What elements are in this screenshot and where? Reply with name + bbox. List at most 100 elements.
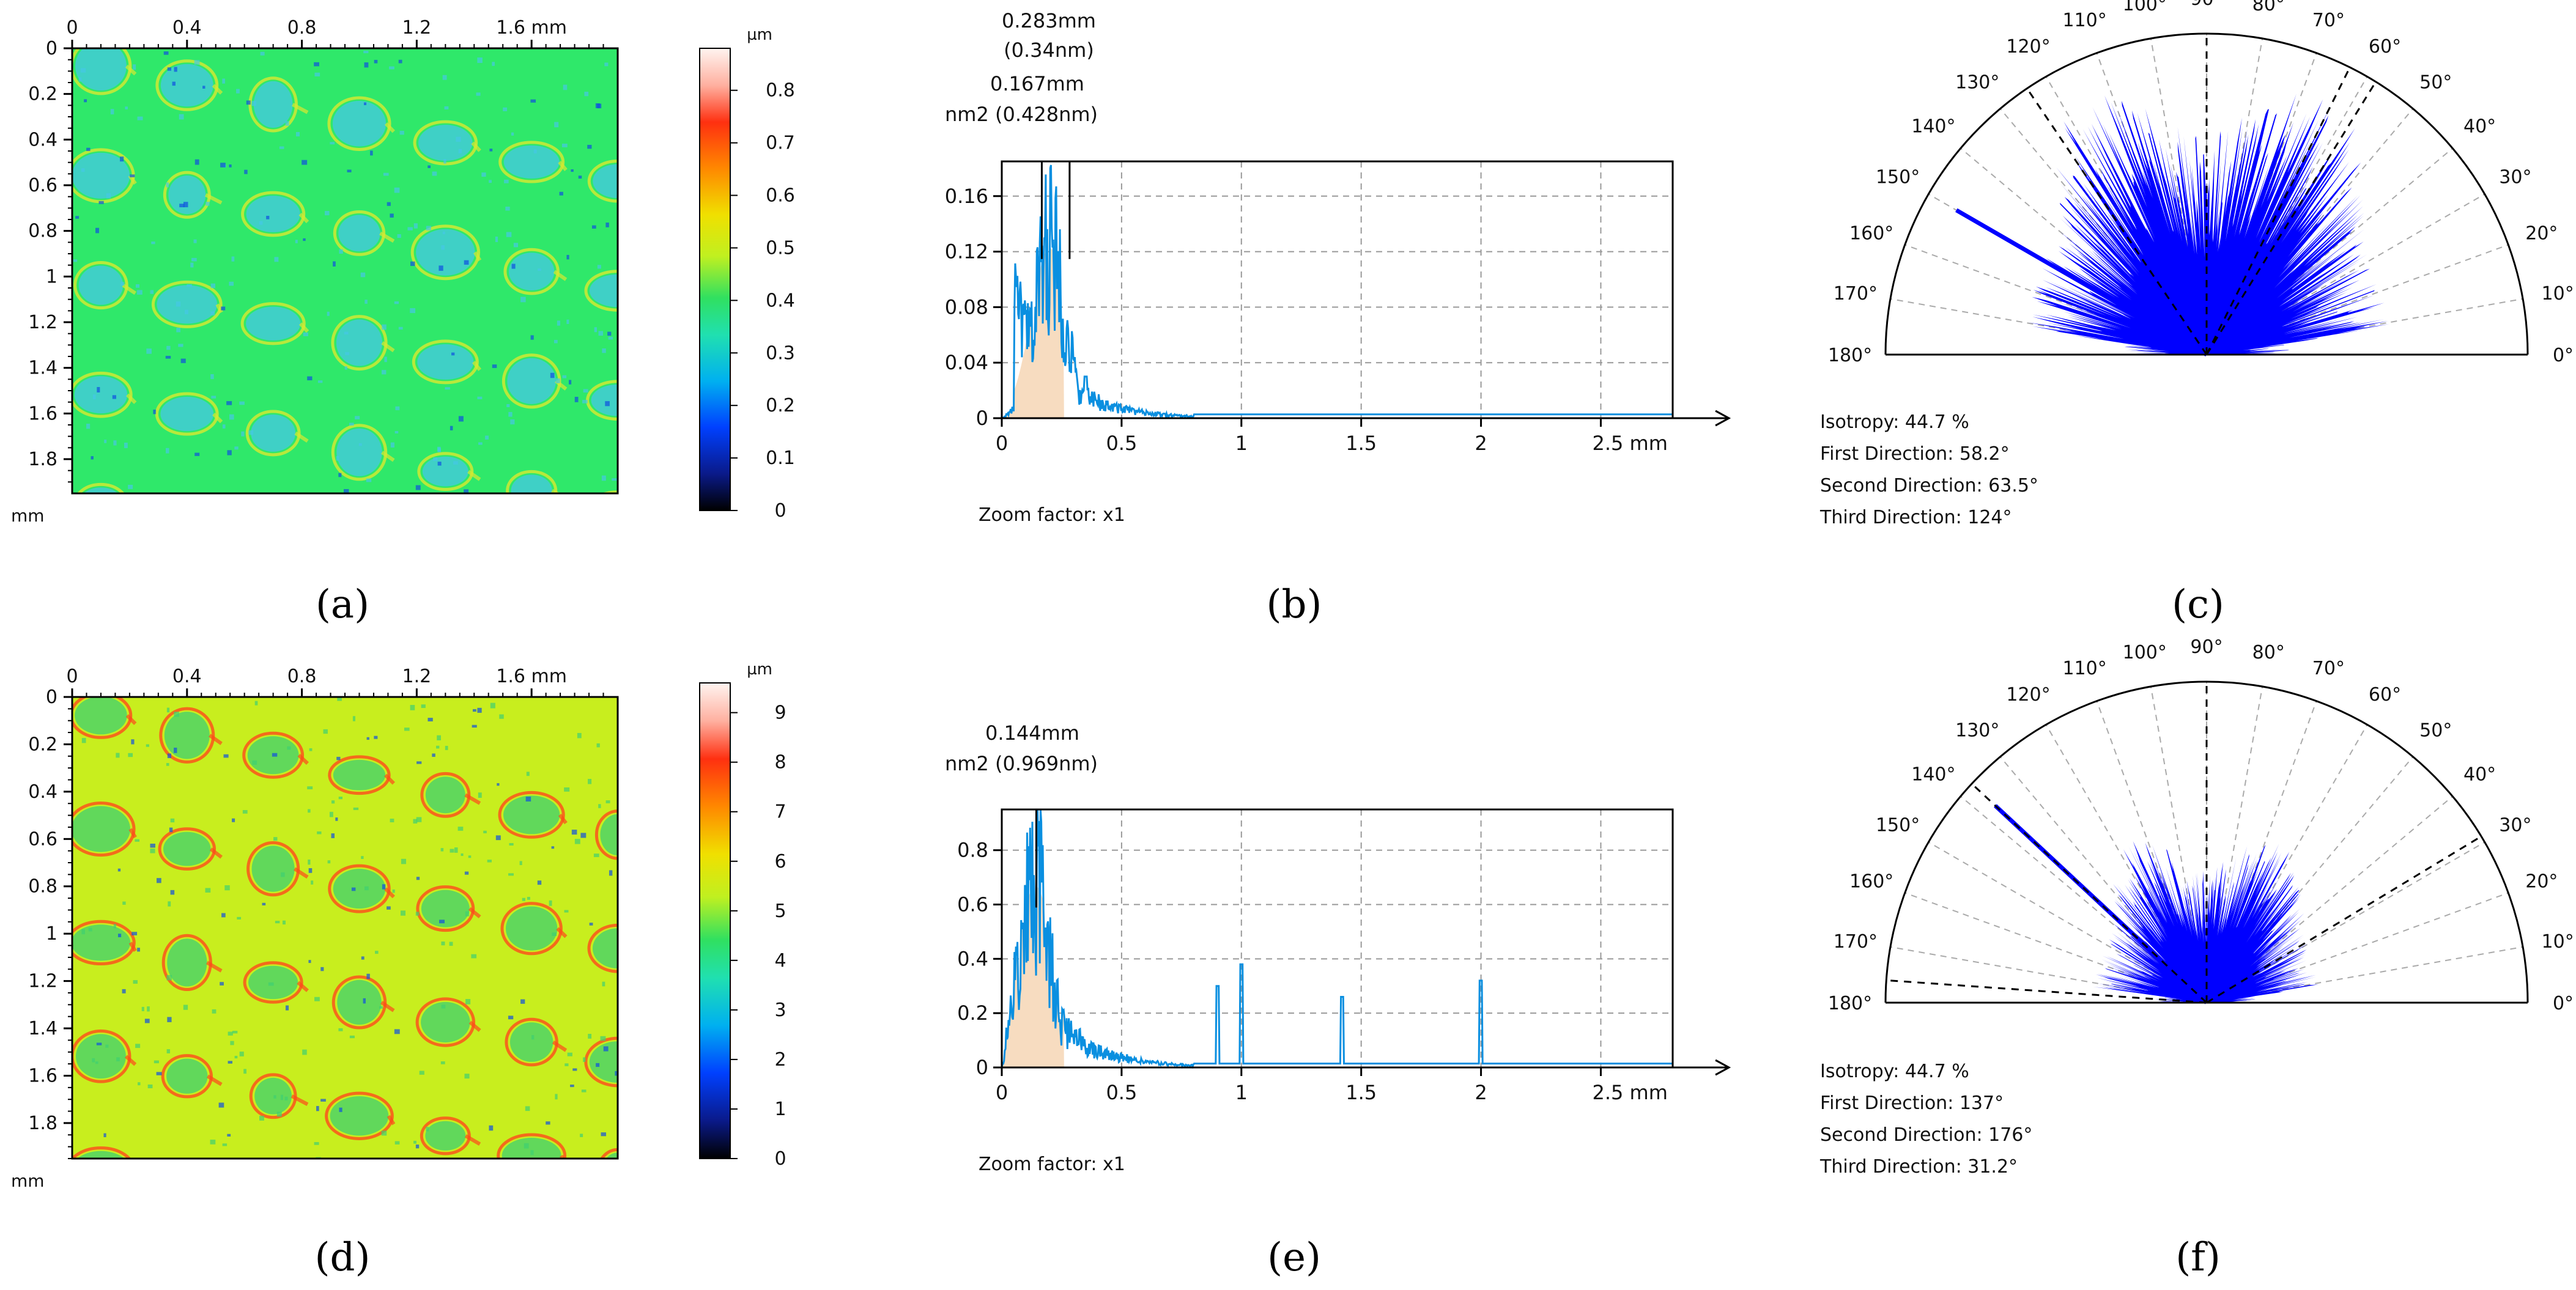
speckle (442, 231, 445, 235)
ridge-line (212, 84, 223, 95)
y-tick-label: 0.08 (945, 295, 988, 319)
speckle (279, 146, 284, 149)
ridge-line (384, 773, 395, 785)
speckle (503, 107, 508, 111)
ridge-line (385, 562, 394, 570)
pore (249, 520, 298, 566)
pore (74, 376, 128, 414)
speckle (229, 281, 234, 286)
pore-rim (601, 490, 618, 493)
speckle (234, 446, 239, 450)
pore-rim (72, 1029, 131, 1083)
speckle (272, 753, 278, 757)
axis-unit-label: mm (11, 1171, 45, 1191)
speckle (530, 1150, 534, 1155)
polar-grid-line (2206, 892, 2509, 1003)
speckle (555, 378, 560, 383)
ridge-line (125, 64, 137, 76)
speckle (295, 240, 298, 243)
colorbar-unit: µm (747, 26, 772, 44)
colorbar-unit: µm (747, 660, 772, 679)
speckle (595, 103, 601, 108)
speckle (549, 900, 552, 906)
x-tick-label: 2.5 mm (1592, 1081, 1667, 1104)
polar-grid-line (2206, 756, 2414, 1003)
speckle (563, 84, 568, 90)
speckle (574, 397, 579, 402)
pore-rim (413, 120, 478, 166)
speckle (329, 811, 333, 817)
polar-grid-line (1960, 147, 2207, 355)
speckle (308, 868, 313, 873)
speckle (564, 787, 570, 792)
speckle (364, 62, 369, 68)
x-tick-label: 2.5 mm (1592, 432, 1667, 455)
y-tick-label: 0 (46, 38, 57, 59)
speckle (552, 932, 557, 937)
speckle (285, 1005, 289, 1011)
speckle (222, 78, 226, 84)
speckle (220, 982, 224, 986)
speckle (120, 282, 125, 286)
speckle (95, 227, 100, 234)
pore (511, 474, 552, 493)
pore (336, 428, 382, 476)
speckle (441, 942, 445, 946)
y-tick-label: 0.2 (28, 84, 57, 105)
pore (416, 229, 475, 276)
pore-rim (73, 260, 128, 310)
speckle (221, 306, 226, 311)
pore (502, 1138, 561, 1159)
ridge-line (128, 828, 137, 839)
pore-rim (424, 558, 467, 604)
speckle (400, 910, 406, 916)
speckle (605, 223, 609, 227)
ridge-line (384, 122, 395, 133)
ridge-line (205, 1190, 221, 1198)
speckle (104, 440, 107, 443)
speckle (96, 1042, 102, 1045)
pore (425, 1121, 466, 1151)
speckle (531, 1035, 535, 1040)
speckle (442, 75, 447, 80)
pore (605, 1152, 618, 1159)
ridge-line (35, 157, 50, 164)
speckle (237, 916, 242, 920)
speckle (588, 1034, 592, 1039)
speckle (566, 319, 569, 324)
pore (508, 252, 555, 290)
speckle (194, 452, 200, 456)
pore-rim (72, 920, 136, 965)
angle-label: 170° (1834, 931, 1878, 953)
speckle (135, 1044, 141, 1049)
speckle (285, 121, 289, 126)
speckle (106, 193, 111, 199)
speckle (571, 169, 574, 172)
speckle (461, 853, 464, 857)
polar-grid-line (2206, 76, 2368, 355)
polar-grid-line (1928, 841, 2207, 1003)
speckle (339, 1107, 342, 1112)
speckle (323, 729, 328, 734)
speckle (398, 59, 402, 64)
pore (505, 906, 558, 951)
x-tick-label: 0.8 (287, 17, 317, 39)
polar-grid-line (2045, 76, 2207, 355)
speckle (407, 227, 413, 230)
speckle (437, 448, 441, 452)
speckle (584, 92, 589, 97)
ridge-line (215, 523, 221, 531)
speckle (130, 174, 135, 177)
speckle (601, 1132, 607, 1137)
pore-rim (76, 482, 125, 493)
polar-grid-line (1890, 298, 2207, 355)
ridge-line (644, 400, 652, 408)
speckle (227, 450, 232, 455)
speckle (211, 396, 217, 399)
speckle (582, 400, 588, 404)
speckle (511, 132, 514, 136)
y-tick-label: 0.6 (28, 175, 57, 196)
speckle (526, 772, 530, 776)
pore (78, 265, 124, 305)
pore-rim (327, 96, 391, 151)
